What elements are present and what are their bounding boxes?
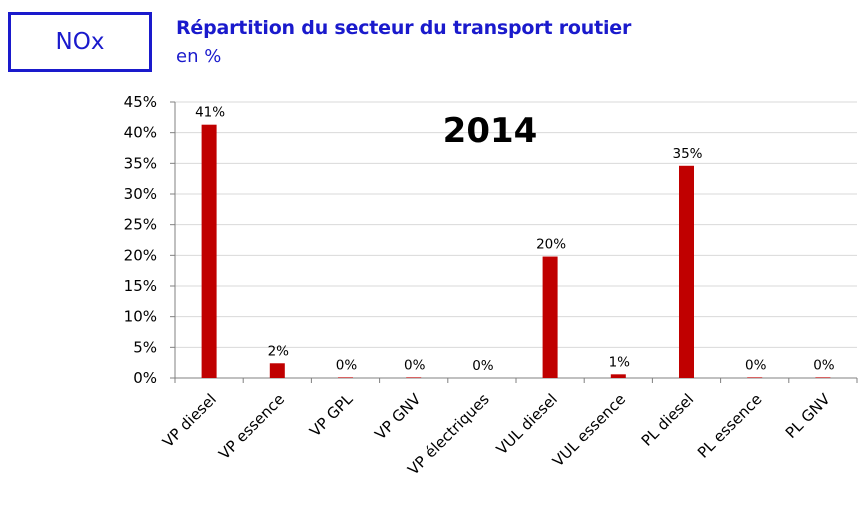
chart-subtitle: en % — [176, 46, 222, 67]
x-tick-label: PL GNV — [782, 390, 834, 442]
x-tick-label: VP essence — [215, 390, 288, 463]
data-labels: 41% 2% 0% 0% 0% 20% 1% 35% 0% 0% — [195, 105, 835, 374]
data-label: 2% — [268, 343, 290, 359]
bars — [201, 124, 831, 379]
x-tick-label: VUL essence — [549, 390, 629, 470]
data-label: 0% — [336, 357, 358, 373]
x-tick-label: VP diesel — [159, 390, 220, 451]
pollutant-badge: NOx — [8, 12, 152, 72]
y-tick-label: 30% — [124, 185, 157, 203]
bar — [747, 377, 763, 378]
x-tick-label: PL essence — [694, 390, 766, 462]
grid-lines — [174, 101, 858, 383]
chart-title: Répartition du secteur du transport rout… — [176, 17, 632, 39]
bar — [338, 377, 353, 378]
data-label: 20% — [536, 237, 566, 253]
y-tick-label: 15% — [124, 277, 157, 295]
y-tick-label: 40% — [124, 124, 157, 142]
y-tick-label: 10% — [124, 308, 157, 326]
bar — [679, 165, 694, 378]
x-tick-label: VP GNV — [371, 390, 425, 444]
data-label: 0% — [813, 357, 835, 373]
data-label: 0% — [745, 357, 767, 373]
bar — [269, 363, 285, 378]
data-label: 35% — [672, 146, 702, 162]
data-label: 0% — [404, 357, 426, 373]
y-tick-label: 25% — [124, 216, 157, 234]
y-tick-label: 5% — [133, 338, 157, 356]
pollutant-badge-label: NOx — [55, 29, 105, 55]
x-tick-label: VP GPL — [306, 390, 357, 441]
y-tick-label: 35% — [124, 154, 157, 172]
data-label: 0% — [472, 358, 494, 374]
bar — [542, 256, 558, 378]
x-tick-label: VUL diesel — [493, 390, 561, 458]
x-tick-label: PL diesel — [638, 390, 698, 450]
bar — [201, 124, 217, 379]
bar — [610, 374, 626, 378]
year-annotation: 2014 — [443, 111, 538, 151]
data-label: 41% — [195, 105, 225, 121]
bar — [815, 377, 831, 378]
y-tick-label: 0% — [133, 369, 157, 387]
y-tick-label: 20% — [124, 246, 157, 264]
y-axis-ticks: 0% 5% 10% 15% 20% 25% 30% 35% 40% 45% — [124, 93, 175, 387]
data-label: 1% — [609, 354, 631, 370]
y-tick-label: 45% — [124, 93, 157, 111]
bar — [406, 377, 422, 378]
